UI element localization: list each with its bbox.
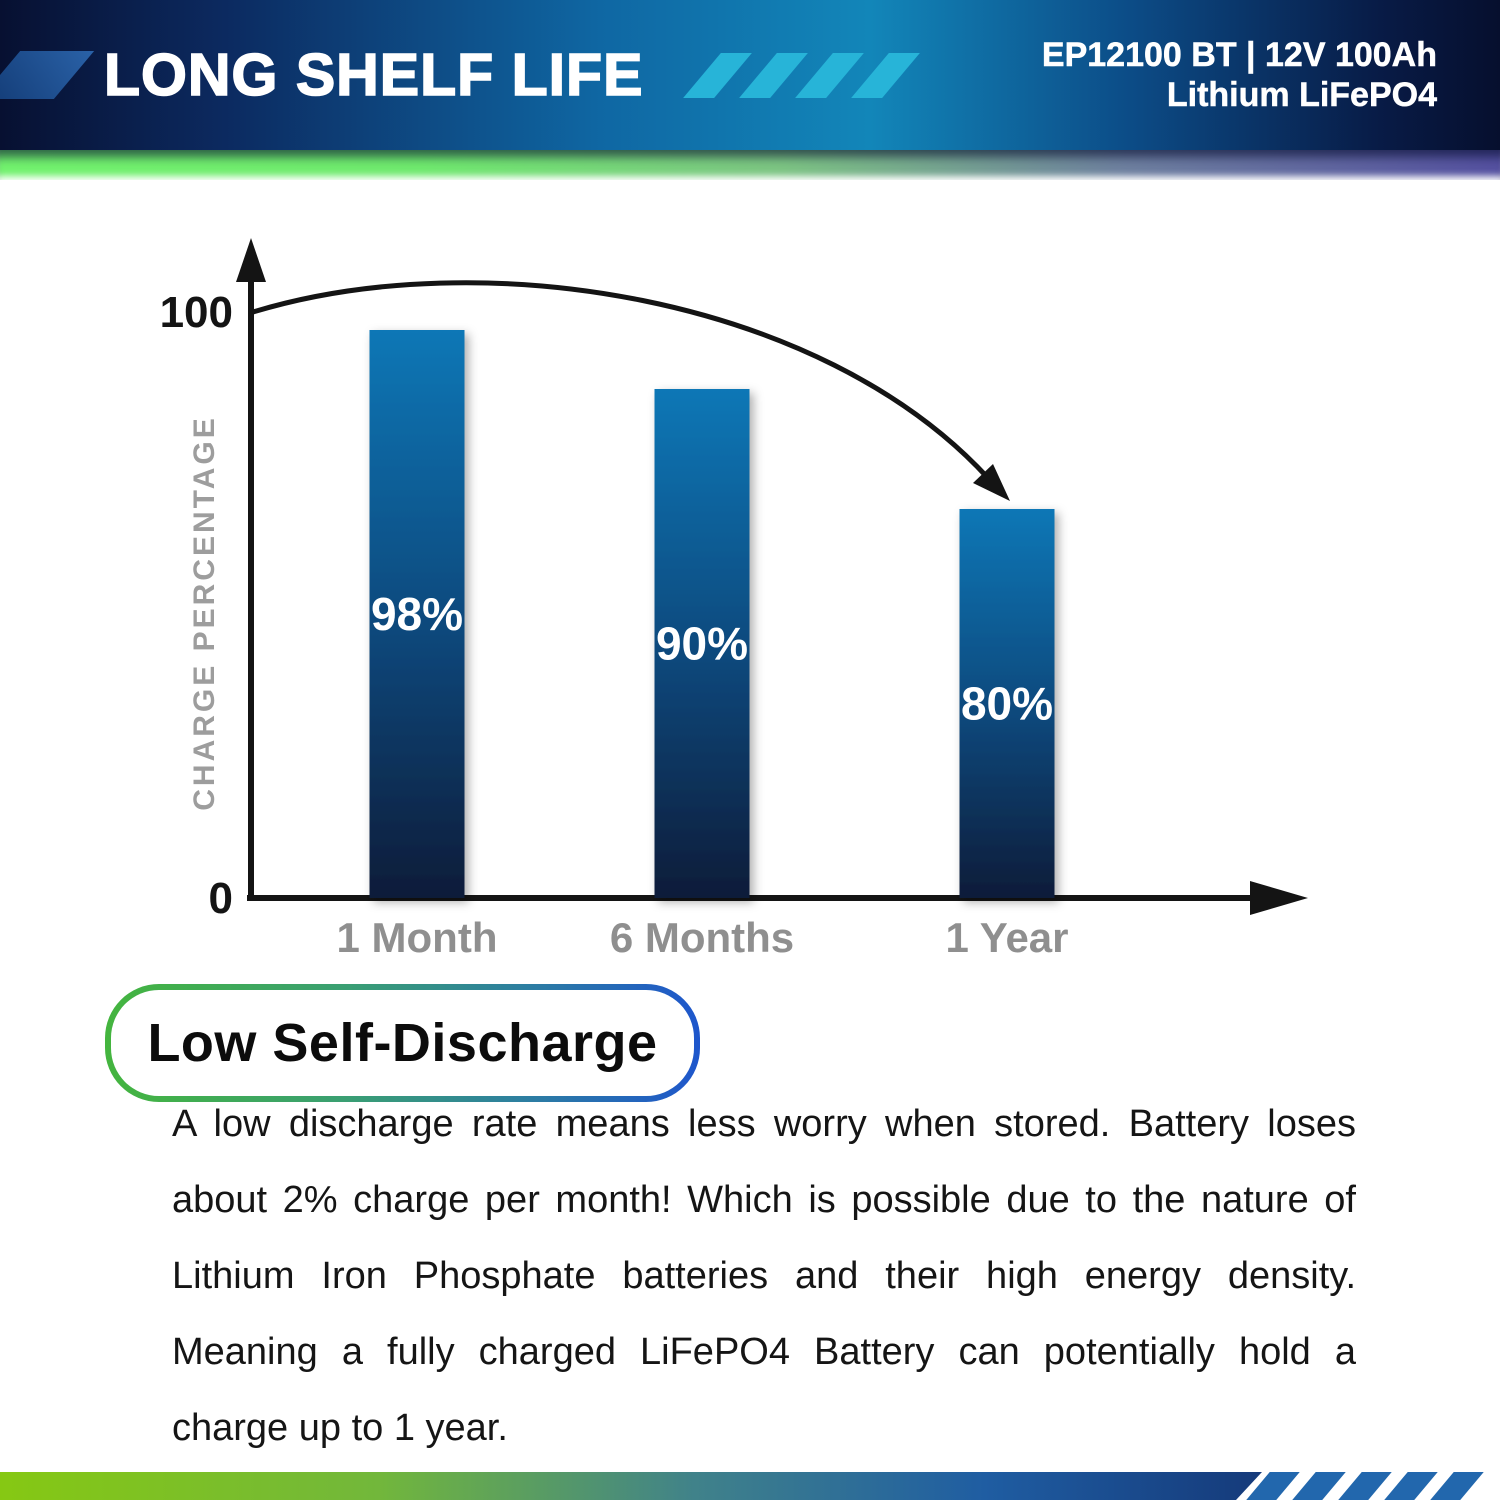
decline-arrow-curve [252,280,990,480]
body-line: charge up to 1 year. [172,1407,508,1449]
slash-icon [1338,1472,1392,1500]
product-info: EP12100 BT | 12V 100Ah Lithium LiFePO4 [1041,35,1438,115]
callout-pill: Low Self-Discharge [105,984,700,1102]
body-paragraph: A low discharge rate means less worry wh… [172,1086,1356,1466]
y-tick-label-100: 100 [160,288,233,337]
slash-icon [1384,1472,1438,1500]
bottom-slashes-icon [1246,1472,1484,1500]
x-category-label-6-months: 6 Months [610,914,794,961]
callout-pill-inner: Low Self-Discharge [111,990,694,1096]
y-axis-arrowhead-icon [236,238,266,282]
y-axis-title: CHARGE PERCENTAGE [188,415,221,810]
decline-arrowhead-icon [973,464,1010,501]
x-category-label-1-year: 1 Year [945,914,1068,961]
product-chemistry: Lithium LiFePO4 [1166,76,1438,115]
body-line: Meaning a fully charged LiFePO4 Battery … [172,1331,1356,1373]
slash-icon [1430,1472,1484,1500]
header-banner: LONG SHELF LIFE EP12100 BT | 12V 100Ah L… [0,0,1500,150]
bar-6-months [654,389,750,898]
bar-value-label-1-month: 98% [371,588,463,640]
charge-percentage-bar-chart: 100 0 CHARGE PERCENTAGE 98% 1 Month 90% 6 Mont… [160,238,1308,961]
bottom-gradient-stripe [0,1472,1262,1500]
body-line: about 2% charge per month! Which is poss… [172,1179,1356,1221]
body-line: A low discharge rate means less worry wh… [172,1103,1356,1145]
callout-label: Low Self-Discharge [147,1013,658,1073]
x-axis-arrowhead-icon [1250,881,1308,915]
page-title: LONG SHELF LIFE [103,41,644,109]
header-gradient-stripe [0,150,1500,180]
bar-1-year [959,509,1055,898]
y-tick-label-0: 0 [209,874,233,923]
product-model-spec: EP12100 BT | 12V 100Ah [1041,36,1438,75]
bar-value-label-1-year: 80% [961,678,1053,730]
body-line: Lithium Iron Phosphate batteries and the… [172,1255,1356,1297]
bar-value-label-6-months: 90% [656,618,748,670]
bar-1-month [369,330,465,898]
x-category-label-1-month: 1 Month [337,914,498,961]
slash-icon [1292,1472,1346,1500]
